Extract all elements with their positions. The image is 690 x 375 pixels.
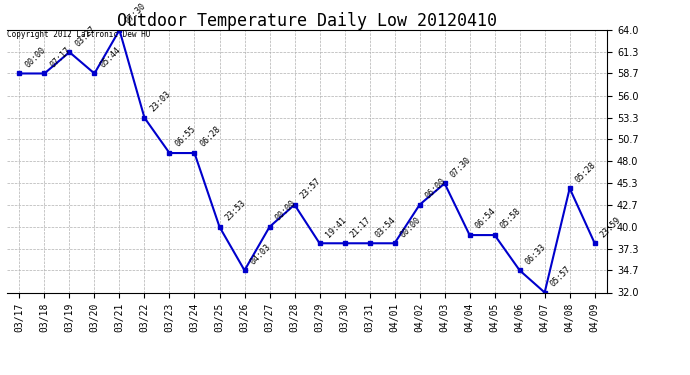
Text: 06:55: 06:55 — [174, 125, 198, 149]
Text: 07:17: 07:17 — [48, 45, 72, 69]
Text: 23:57: 23:57 — [299, 177, 323, 201]
Text: 21:17: 21:17 — [348, 215, 373, 239]
Title: Outdoor Temperature Daily Low 20120410: Outdoor Temperature Daily Low 20120410 — [117, 12, 497, 30]
Text: 07:30: 07:30 — [124, 2, 148, 26]
Text: 00:00: 00:00 — [399, 215, 423, 239]
Text: 05:57: 05:57 — [549, 264, 573, 288]
Text: 05:58: 05:58 — [499, 207, 523, 231]
Text: 06:28: 06:28 — [199, 125, 223, 149]
Text: 23:53: 23:53 — [224, 199, 248, 223]
Text: Copyright 2012 Lartronic Dew HO: Copyright 2012 Lartronic Dew HO — [7, 30, 150, 39]
Text: 06:33: 06:33 — [524, 242, 548, 266]
Text: 05:44: 05:44 — [99, 45, 123, 69]
Text: 07:30: 07:30 — [448, 155, 473, 179]
Text: 04:03: 04:03 — [248, 242, 273, 266]
Text: 06:54: 06:54 — [474, 207, 498, 231]
Text: 23:59: 23:59 — [599, 215, 623, 239]
Text: 03:54: 03:54 — [374, 215, 398, 239]
Text: 19:41: 19:41 — [324, 215, 348, 239]
Text: 05:28: 05:28 — [574, 160, 598, 184]
Text: 03:27: 03:27 — [74, 24, 98, 48]
Text: 23:03: 23:03 — [148, 90, 172, 114]
Text: 06:00: 06:00 — [424, 177, 448, 201]
Text: 00:00: 00:00 — [23, 45, 48, 69]
Text: 00:00: 00:00 — [274, 199, 298, 223]
